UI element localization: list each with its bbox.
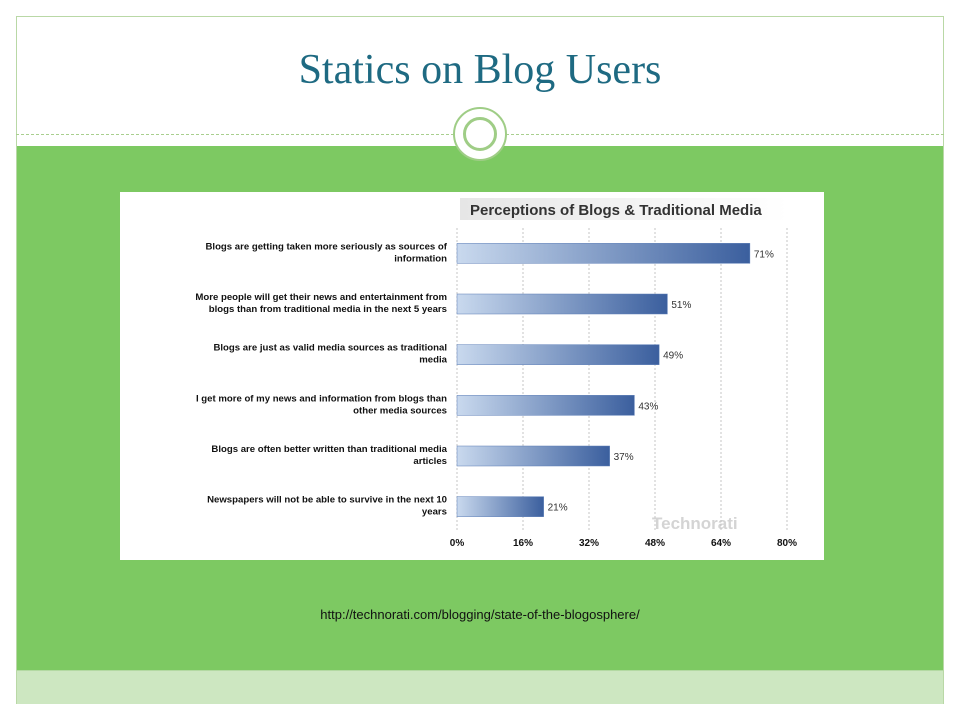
bar bbox=[456, 344, 660, 365]
chart-title: Perceptions of Blogs & Traditional Media bbox=[470, 202, 762, 219]
x-tick-label: 80% bbox=[777, 538, 797, 549]
category-label: Blogs are just as valid media sources as… bbox=[213, 343, 447, 366]
category-label-line: Blogs are often better written than trad… bbox=[211, 444, 447, 455]
bar-value-label: 71% bbox=[754, 249, 774, 260]
bar-value-label: 43% bbox=[638, 401, 658, 412]
slide-title: Statics on Blog Users bbox=[298, 47, 662, 93]
category-label-line: Newspapers will not be able to survive i… bbox=[207, 495, 447, 506]
footer-band bbox=[17, 670, 943, 704]
chart-image: Perceptions of Blogs & Traditional Media… bbox=[120, 192, 824, 560]
chart-title-background bbox=[460, 198, 788, 220]
category-label-line: articles bbox=[413, 456, 447, 467]
bar-value-label: 49% bbox=[663, 351, 683, 362]
x-tick-label: 16% bbox=[513, 538, 533, 549]
divider-ring-icon bbox=[453, 107, 507, 161]
category-label-line: I get more of my news and information fr… bbox=[196, 393, 447, 404]
bar bbox=[456, 243, 751, 264]
category-label-line: other media sources bbox=[353, 405, 447, 416]
bar-chart: Perceptions of Blogs & Traditional Media… bbox=[195, 198, 797, 549]
bar-value-label: 37% bbox=[614, 452, 634, 463]
x-tick-label: 32% bbox=[579, 538, 599, 549]
category-label-line: Blogs are getting taken more seriously a… bbox=[205, 241, 447, 252]
category-label-line: information bbox=[394, 253, 447, 264]
category-label: More people will get their news and ente… bbox=[195, 292, 447, 315]
bar bbox=[456, 293, 668, 315]
source-link[interactable]: http://technorati.com/blogging/state-of-… bbox=[320, 607, 640, 622]
category-label-line: More people will get their news and ente… bbox=[195, 292, 447, 303]
technorati-watermark: Technorati bbox=[652, 514, 738, 533]
x-tick-label: 64% bbox=[711, 538, 731, 549]
category-label: Newspapers will not be able to survive i… bbox=[207, 495, 447, 518]
category-label: Blogs are often better written than trad… bbox=[211, 444, 447, 467]
category-label-line: years bbox=[422, 507, 447, 518]
bar-value-label: 21% bbox=[548, 503, 568, 514]
bar-value-label: 51% bbox=[671, 300, 691, 311]
divider-ring-inner bbox=[463, 117, 497, 151]
category-label: I get more of my news and information fr… bbox=[196, 393, 447, 416]
category-label-line: blogs than from traditional media in the… bbox=[209, 304, 447, 315]
x-tick-label: 0% bbox=[450, 538, 465, 549]
category-label-line: media bbox=[419, 355, 447, 366]
bar bbox=[456, 395, 635, 416]
bar bbox=[456, 496, 544, 517]
bar bbox=[456, 445, 610, 467]
x-tick-label: 48% bbox=[645, 538, 665, 549]
category-label: Blogs are getting taken more seriously a… bbox=[205, 241, 447, 264]
category-label-line: Blogs are just as valid media sources as… bbox=[213, 343, 447, 354]
